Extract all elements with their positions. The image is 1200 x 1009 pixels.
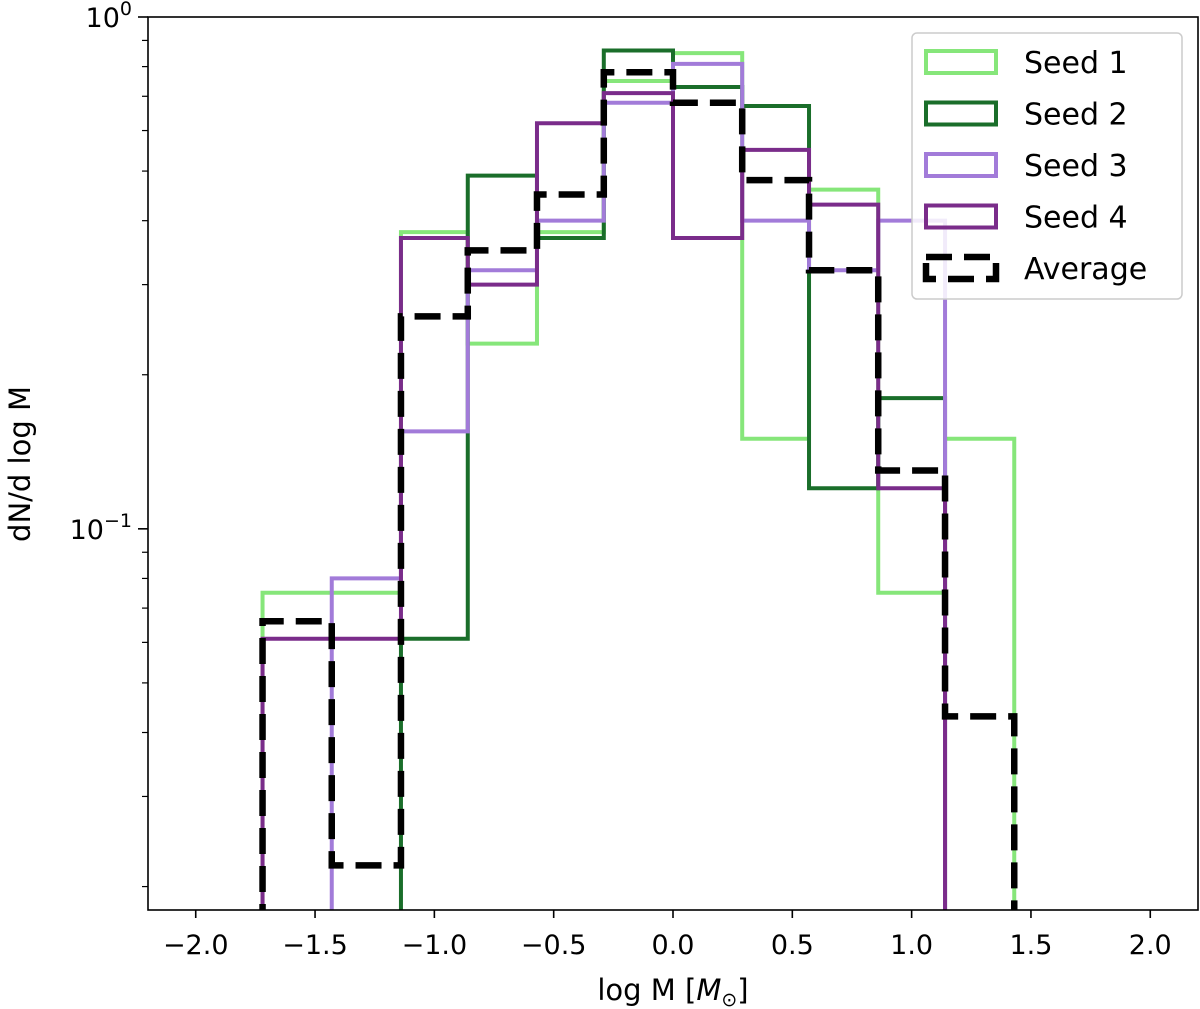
- legend-swatch: [924, 152, 998, 178]
- x-tick-label: 2.0: [1129, 930, 1172, 961]
- x-axis-label: log M [M⊙]: [597, 973, 748, 1009]
- x-tick-label: 0.5: [771, 930, 814, 961]
- series-step-line: [259, 68, 1018, 910]
- legend-frame: [911, 32, 1183, 300]
- legend-label: Average: [1024, 252, 1147, 287]
- y-tick-label: 100: [86, 0, 132, 34]
- legend-label: Seed 4: [1024, 201, 1128, 236]
- legend-item: Average: [922, 252, 1147, 287]
- x-tick-label: 1.0: [890, 930, 933, 961]
- legend: Seed 1 Seed 2 Seed 3 Seed 4 Average: [911, 32, 1183, 300]
- legend-swatch: [924, 100, 998, 127]
- legend-item: Seed 2: [924, 98, 1128, 133]
- series-step-line: [260, 51, 1017, 910]
- x-tick-label: −2.0: [163, 930, 229, 961]
- series-step-line: [260, 91, 948, 910]
- ticks-layer: −2.0 −1.5 −1.0 −0.5 0.0 0.5 1.0 1.5 2.0 10−1 100: [70, 0, 1172, 961]
- legend-item: Seed 3: [924, 149, 1128, 184]
- legend-swatch: [924, 203, 998, 230]
- series-step-line: [329, 61, 948, 910]
- series-seed-4: [260, 91, 948, 910]
- legend-label: Seed 1: [1024, 46, 1128, 81]
- legend-label: Seed 3: [1024, 149, 1128, 184]
- legend-swatch: [922, 253, 1000, 283]
- legend-label: Seed 2: [1024, 98, 1128, 133]
- series-average: [259, 68, 1018, 910]
- x-tick-label: 1.5: [1009, 930, 1052, 961]
- y-tick-label: 10−1: [70, 510, 132, 546]
- legend-item: Seed 1: [924, 46, 1128, 81]
- x-tick-label: −1.0: [402, 930, 468, 961]
- y-axis-label: dN/d log M: [3, 386, 37, 542]
- series-seed-1: [260, 51, 1017, 910]
- x-tick-label: −1.5: [282, 930, 348, 961]
- series-seed-3: [329, 61, 948, 910]
- legend-swatch: [924, 49, 998, 75]
- series-layer: [259, 48, 1018, 910]
- x-tick-label: −0.5: [521, 930, 587, 961]
- legend-item: Seed 4: [924, 201, 1128, 236]
- x-tick-label: 0.0: [652, 930, 695, 961]
